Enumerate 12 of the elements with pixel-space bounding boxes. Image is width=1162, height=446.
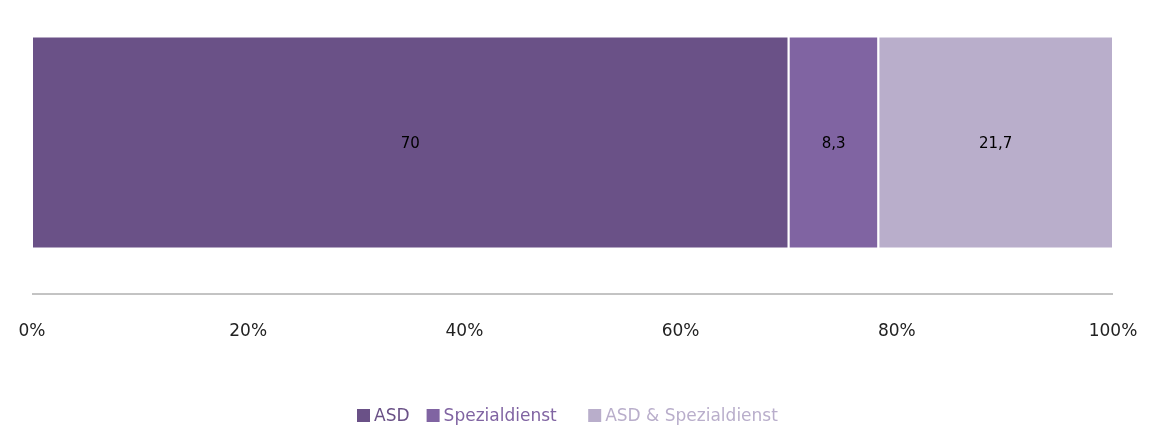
x-tick-label: 20% — [229, 320, 268, 340]
x-tick-label: 60% — [661, 320, 700, 340]
x-tick-label: 100% — [1088, 320, 1138, 340]
data-label: 70 — [400, 133, 420, 152]
legend-label: ASD & Spezialdienst — [605, 405, 779, 425]
x-tick-label: 40% — [445, 320, 484, 340]
x-tick-label: 80% — [877, 320, 916, 340]
data-label: 21,7 — [979, 133, 1013, 152]
x-tick-label: 0% — [18, 320, 46, 340]
text: ASD — [374, 405, 410, 425]
legend-label: Spezialdienst — [443, 405, 558, 425]
data-label: 8,3 — [821, 133, 846, 152]
